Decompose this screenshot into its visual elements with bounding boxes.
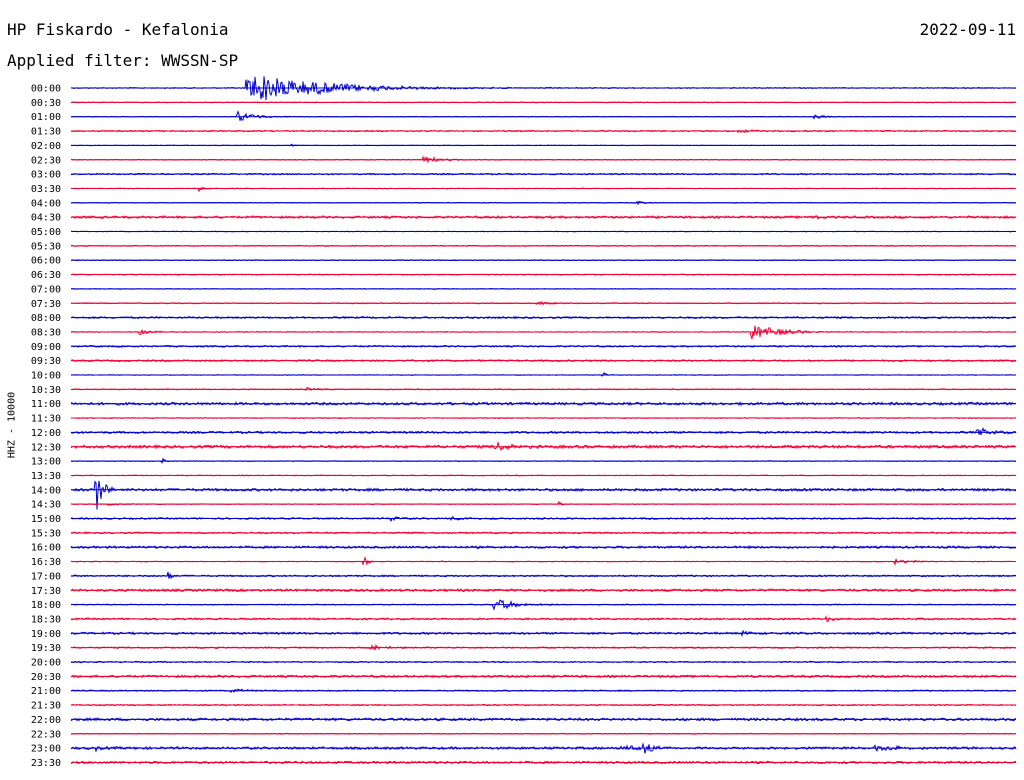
time-label: 17:30 bbox=[31, 586, 61, 597]
filter-label: Applied filter: WWSSN-SP bbox=[7, 51, 239, 70]
time-label: 04:00 bbox=[31, 198, 61, 209]
time-label: 02:30 bbox=[31, 155, 61, 166]
time-label: 23:00 bbox=[31, 744, 61, 755]
time-label: 21:00 bbox=[31, 686, 61, 697]
time-label: 20:30 bbox=[31, 672, 61, 683]
time-label: 11:30 bbox=[31, 414, 61, 425]
time-label: 10:30 bbox=[31, 385, 61, 396]
time-label: 07:30 bbox=[31, 299, 61, 310]
recording-date: 2022-09-11 bbox=[919, 20, 1016, 39]
time-label: 14:00 bbox=[31, 485, 61, 496]
time-label: 16:00 bbox=[31, 543, 61, 554]
time-label: 18:30 bbox=[31, 614, 61, 625]
time-label: 06:00 bbox=[31, 256, 61, 267]
time-label: 08:00 bbox=[31, 313, 61, 324]
time-label: 14:30 bbox=[31, 500, 61, 511]
time-label: 19:30 bbox=[31, 643, 61, 654]
time-label: 22:00 bbox=[31, 715, 61, 726]
seismic-trace bbox=[70, 371, 1017, 377]
time-label: 16:30 bbox=[31, 557, 61, 568]
time-label: 13:00 bbox=[31, 457, 61, 468]
seismic-trace bbox=[70, 742, 1017, 754]
time-label: 17:00 bbox=[31, 571, 61, 582]
seismic-trace bbox=[70, 427, 1017, 436]
time-label: 15:00 bbox=[31, 514, 61, 525]
time-label: 09:00 bbox=[31, 342, 61, 353]
time-label: 09:30 bbox=[31, 356, 61, 367]
time-label: 08:30 bbox=[31, 327, 61, 338]
time-label: 21:30 bbox=[31, 701, 61, 712]
time-label: 05:00 bbox=[31, 227, 61, 238]
time-label: 02:00 bbox=[31, 141, 61, 152]
time-label: 12:30 bbox=[31, 442, 61, 453]
seismic-trace bbox=[70, 480, 1017, 510]
time-label: 03:00 bbox=[31, 170, 61, 181]
time-label: 18:00 bbox=[31, 600, 61, 611]
seismic-trace bbox=[70, 571, 1017, 580]
time-label: 10:00 bbox=[31, 371, 61, 382]
station-title: HP Fiskardo - Kefalonia bbox=[7, 20, 229, 39]
time-label: 01:00 bbox=[31, 112, 61, 123]
seismic-trace bbox=[70, 110, 1017, 121]
time-label: 00:00 bbox=[31, 84, 61, 95]
seismic-trace bbox=[70, 500, 1017, 506]
time-label: 15:30 bbox=[31, 528, 61, 539]
time-label: 11:00 bbox=[31, 399, 61, 410]
time-label: 01:30 bbox=[31, 127, 61, 138]
time-label: 23:30 bbox=[31, 758, 61, 769]
time-label: 13:30 bbox=[31, 471, 61, 482]
time-label: 06:30 bbox=[31, 270, 61, 281]
time-label: 04:30 bbox=[31, 213, 61, 224]
time-label: 03:30 bbox=[31, 184, 61, 195]
time-label: 22:30 bbox=[31, 729, 61, 740]
time-label: 19:00 bbox=[31, 629, 61, 640]
time-label: 12:00 bbox=[31, 428, 61, 439]
time-label: 20:00 bbox=[31, 658, 61, 669]
time-label: 07:00 bbox=[31, 284, 61, 295]
time-label: 05:30 bbox=[31, 241, 61, 252]
time-label: 00:30 bbox=[31, 98, 61, 109]
